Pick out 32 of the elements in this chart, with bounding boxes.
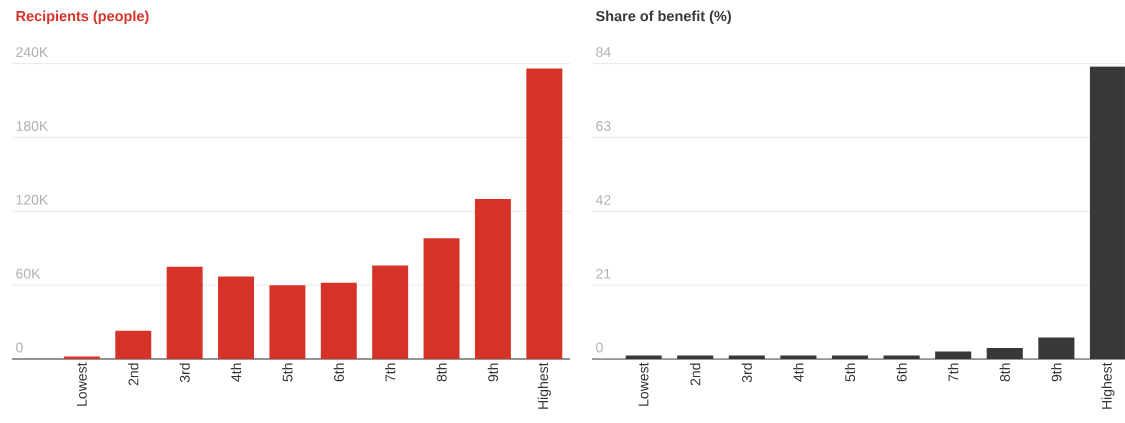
y-tick-label: 0 xyxy=(596,342,603,353)
chart-title: Recipients (people) xyxy=(16,10,149,25)
x-tick-label: 6th xyxy=(333,363,344,382)
x-tick-label: Highest xyxy=(1101,362,1115,409)
y-tick-label: 0 xyxy=(16,342,23,353)
x-tick-label: 5th xyxy=(844,363,856,382)
x-tick-label: 7th xyxy=(948,363,959,382)
x-tick-label: 6th xyxy=(896,363,907,382)
x-tick-label: 3rd xyxy=(741,363,752,383)
x-tick-label: 8th xyxy=(436,363,447,382)
x-tick-label: 4th xyxy=(793,363,804,382)
chart-title: Share of benefit (%) xyxy=(595,10,731,25)
x-tick-label: 7th xyxy=(385,363,396,382)
x-tick-label: 9th xyxy=(1051,363,1062,382)
x-tick-label: 9th xyxy=(487,363,499,382)
x-tick-label: 2nd xyxy=(128,363,139,386)
y-tick-label: 84 xyxy=(596,47,611,58)
y-tick-label: 60K xyxy=(16,268,41,279)
x-tick-label: 4th xyxy=(230,363,242,382)
x-tick-label: 2nd xyxy=(690,363,701,386)
x-tick-label: 5th xyxy=(282,363,293,382)
x-tick-label: Lowest xyxy=(638,362,649,406)
y-tick-label: 63 xyxy=(596,120,611,131)
y-tick-label: 180K xyxy=(16,120,49,131)
y-tick-label: 240K xyxy=(16,47,49,58)
x-tick-label: 3rd xyxy=(179,363,190,383)
y-tick-label: 42 xyxy=(595,194,611,205)
y-tick-label: 21 xyxy=(596,268,611,279)
x-tick-label: Lowest xyxy=(77,362,87,406)
x-tick-label: Highest xyxy=(537,362,551,409)
y-tick-label: 120K xyxy=(16,194,49,205)
x-tick-label: 8th xyxy=(999,363,1010,382)
